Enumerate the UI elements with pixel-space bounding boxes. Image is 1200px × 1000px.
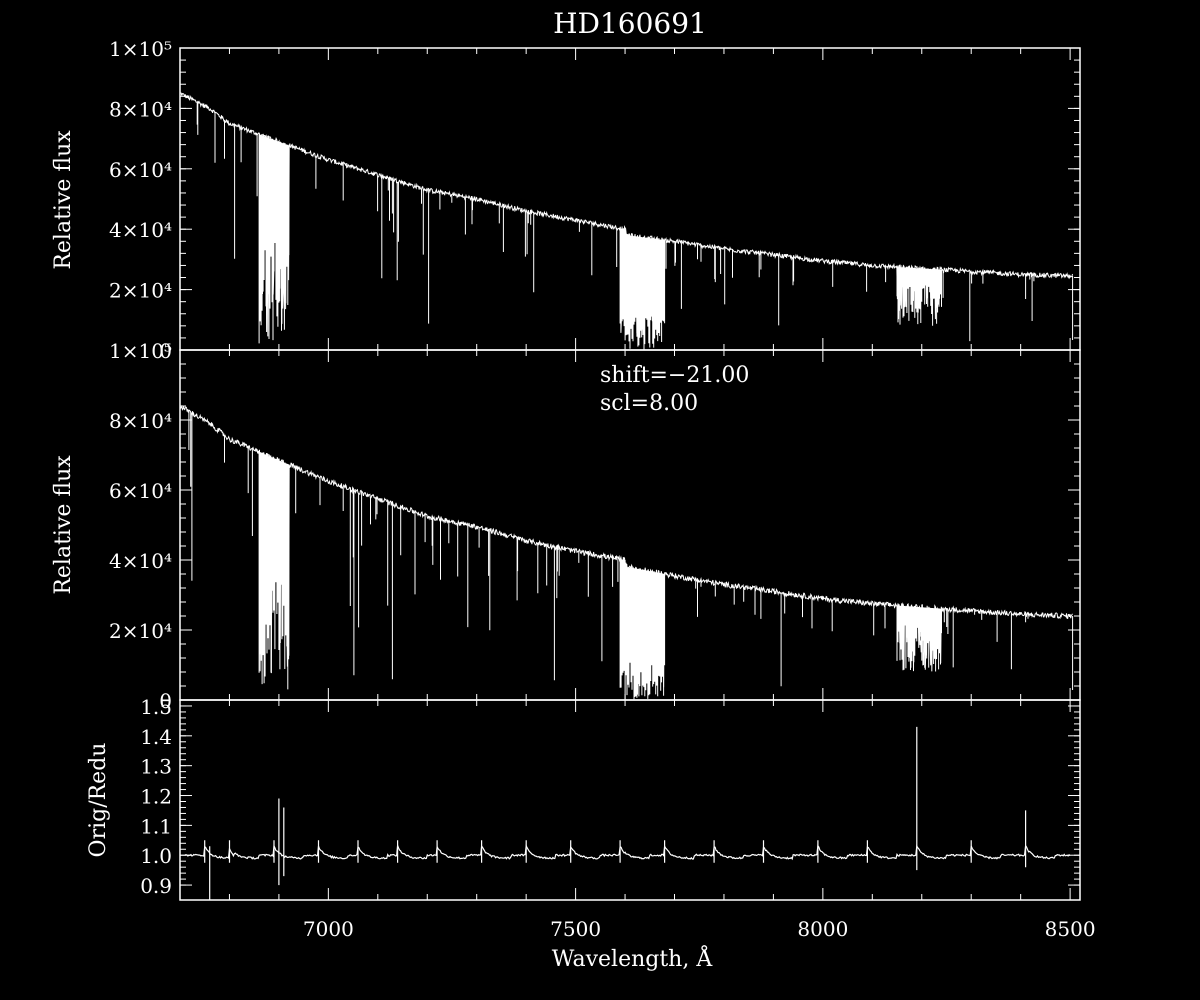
scale-annotation: scl=8.00 xyxy=(600,391,698,416)
top-y-axis-label: Relative flux xyxy=(51,130,76,270)
y-tick-label: 8×10⁴ xyxy=(109,97,172,121)
ratio-line xyxy=(184,843,1071,861)
middle-y-axis-label: Relative flux xyxy=(51,455,76,595)
absorption-lines xyxy=(188,410,1029,700)
y-tick-label: 0.9 xyxy=(140,874,172,898)
y-tick-label: 8×10⁴ xyxy=(109,409,172,433)
y-tick-label: 0 xyxy=(159,689,172,713)
x-axis-label: Wavelength, Å xyxy=(552,944,714,972)
chart-title: HD160691 xyxy=(553,7,707,40)
y-tick-label: 1.5 xyxy=(140,695,172,719)
y-tick-label: 1.2 xyxy=(140,785,172,809)
middle-flux-panel: 0 2×10⁴ 4×10⁴ 6×10⁴ 8×10⁴ 1×10⁵ xyxy=(109,339,1081,713)
x-tick-label: 7500 xyxy=(550,917,601,941)
y-tick-label: 4×10⁴ xyxy=(109,549,172,573)
plot-frame xyxy=(179,699,1081,901)
y-tick-label: 6×10⁴ xyxy=(109,479,172,503)
y-tick-label: 1.0 xyxy=(140,844,172,868)
x-tick-label: 8000 xyxy=(797,917,848,941)
y-tick-label: 2×10⁴ xyxy=(109,279,172,303)
y-tick-label: 1.4 xyxy=(140,725,172,749)
ratio-panel: 0.9 1.0 1.1 1.2 1.3 1.4 1.5 7000 7500 8000 8500 xyxy=(140,695,1095,941)
y-tick-label: 1.1 xyxy=(140,814,172,838)
ratio-y-axis-label: Orig/Redu xyxy=(86,743,111,858)
y-tick-label: 4×10⁴ xyxy=(109,218,172,242)
x-tick-label: 7000 xyxy=(303,917,354,941)
y-tick-label: 1×10⁵ xyxy=(109,339,172,363)
absorption-lines xyxy=(196,101,1035,349)
y-tick-label: 1.3 xyxy=(140,755,172,779)
top-flux-panel: 0 2×10⁴ 4×10⁴ 6×10⁴ 8×10⁴ 1×10⁵ xyxy=(109,37,1081,363)
y-tick-label: 0 xyxy=(159,339,172,363)
y-tick-label: 2×10⁴ xyxy=(109,619,172,643)
y-tick-label: 6×10⁴ xyxy=(109,158,172,182)
ratio-spikes xyxy=(204,726,1027,900)
x-tick-label: 8500 xyxy=(1045,917,1096,941)
shift-annotation: shift=−21.00 xyxy=(600,363,749,388)
y-tick-label: 1×10⁵ xyxy=(109,37,172,61)
